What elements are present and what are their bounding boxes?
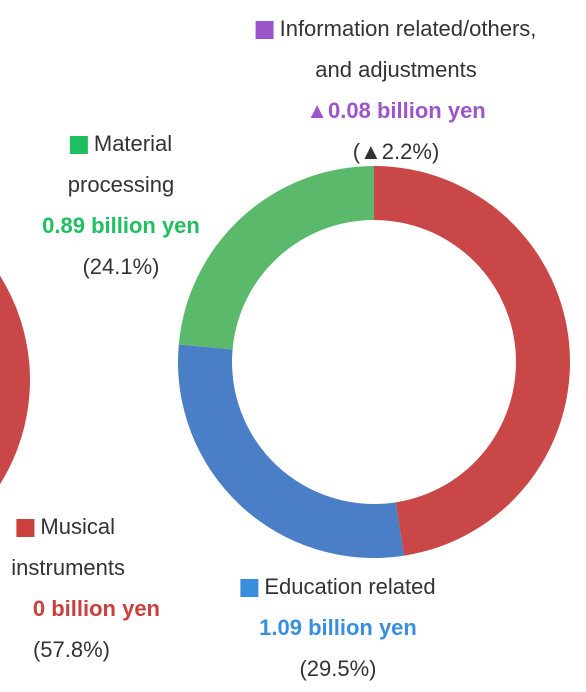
donut-segment bbox=[178, 344, 405, 558]
segment-label: and adjustments bbox=[315, 57, 476, 82]
segment-percent: (24.1%) bbox=[82, 254, 159, 279]
donut-segment bbox=[0, 275, 30, 485]
segment-percent: (29.5%) bbox=[299, 656, 376, 681]
segment-label: Material bbox=[94, 131, 172, 156]
segment-value: 0 billion yen bbox=[33, 596, 160, 621]
segment-label: processing bbox=[68, 172, 174, 197]
donut-segment bbox=[178, 166, 374, 350]
segment-percent: (57.8%) bbox=[33, 637, 110, 662]
segment-label: Education related bbox=[264, 574, 435, 599]
segment-label: Information related/others, bbox=[280, 16, 537, 41]
legend-square bbox=[16, 519, 35, 537]
legend-square bbox=[255, 21, 274, 39]
segment-label: instruments bbox=[11, 555, 125, 580]
legend-square bbox=[240, 579, 259, 597]
segment-value: 1.09 billion yen bbox=[259, 615, 417, 640]
segment-value: 0.89 billion yen bbox=[42, 213, 200, 238]
segment-percent: (▲2.2%) bbox=[353, 139, 440, 164]
legend-square bbox=[69, 136, 88, 154]
segment-value: ▲0.08 billion yen bbox=[306, 98, 486, 123]
segment-label: Musical bbox=[40, 514, 115, 539]
donut-segment bbox=[374, 166, 571, 556]
